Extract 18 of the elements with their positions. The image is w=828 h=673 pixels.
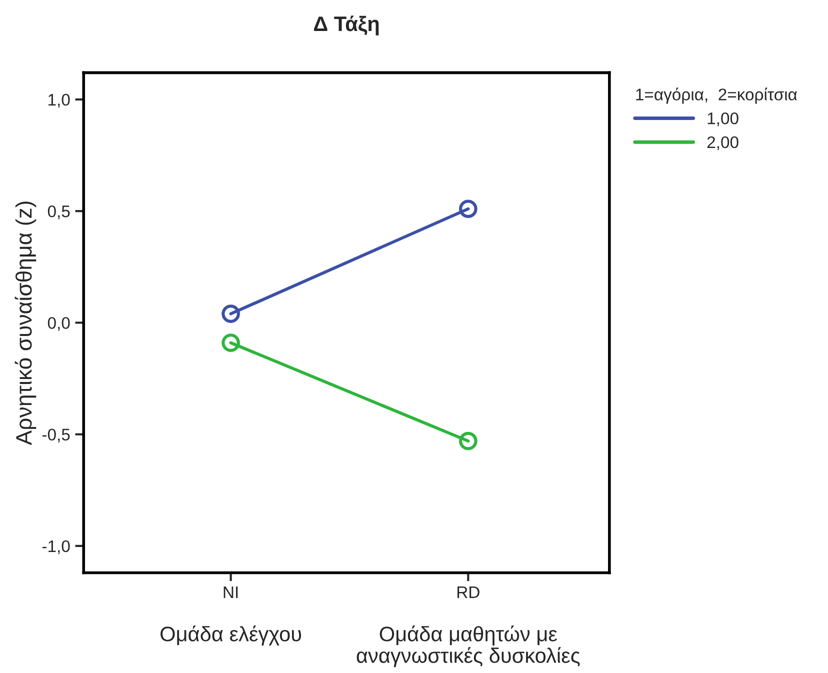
y-axis-title: Αρνητικό συναίσθημα (z): [14, 202, 36, 446]
point: [459, 200, 478, 218]
chart-title: Δ Τάξη: [314, 16, 379, 36]
y-tick-label: -0,5: [42, 428, 70, 442]
x-tick-label: RD: [458, 586, 480, 598]
point: [222, 304, 240, 323]
x-tick-label: NI: [224, 586, 238, 598]
y-tick-label: 1,0: [48, 94, 70, 108]
legend-title: 1=αγόρια, 2=κορίτσια: [636, 88, 797, 104]
y-tick-label: -1,0: [42, 540, 70, 554]
point: [222, 334, 240, 352]
legend-label: 1,00: [708, 112, 738, 126]
legend-label: 2,00: [707, 136, 738, 150]
y-tick-label: 0,0: [48, 317, 70, 331]
point: [459, 432, 478, 450]
y-tick-label: 0,5: [48, 205, 70, 220]
text: Ομάδα ελέγχου: [160, 625, 302, 646]
text: Ομάδα μαθητών με αναγνωστικές δυσκολίες: [356, 625, 580, 668]
